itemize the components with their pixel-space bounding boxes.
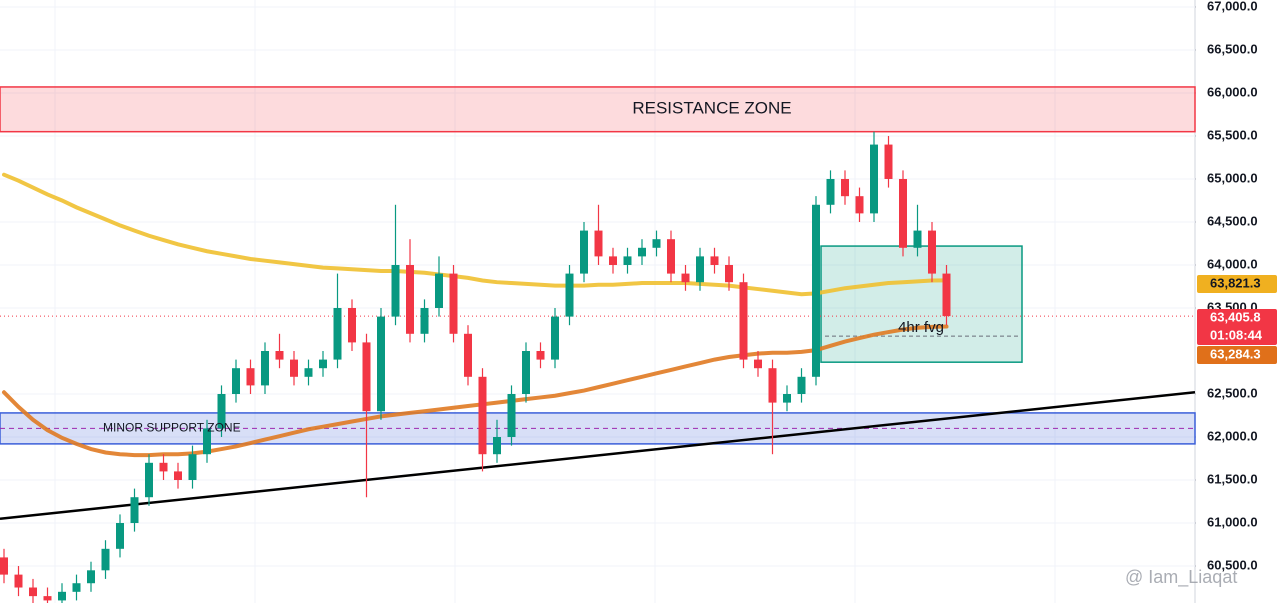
y-tick-label: 60,500.0 bbox=[1207, 557, 1258, 572]
candle-body bbox=[913, 230, 922, 248]
candle-body bbox=[899, 178, 907, 248]
candle-body bbox=[493, 437, 501, 455]
candle-body bbox=[594, 230, 603, 257]
candle-body bbox=[246, 368, 255, 386]
zone-label: 4hr fvg bbox=[898, 319, 944, 336]
price-label-box bbox=[1197, 309, 1277, 345]
y-tick-label: 62,500.0 bbox=[1207, 385, 1258, 400]
candle-body bbox=[406, 264, 414, 334]
y-tick-label: 64,000.0 bbox=[1207, 256, 1258, 271]
candle-body bbox=[536, 350, 545, 360]
candle-body bbox=[203, 428, 211, 455]
candle-body bbox=[768, 368, 777, 403]
y-tick-label: 67,000.0 bbox=[1207, 0, 1258, 13]
candle-body bbox=[391, 264, 400, 317]
candle-body bbox=[101, 548, 110, 571]
candle-body bbox=[304, 368, 313, 377]
moving-average bbox=[2, 172, 949, 297]
candle-body bbox=[942, 273, 951, 317]
y-tick-label: 65,500.0 bbox=[1207, 127, 1258, 142]
price-label-box bbox=[1197, 346, 1277, 364]
candle-body bbox=[623, 256, 632, 265]
y-tick-label: 66,000.0 bbox=[1207, 84, 1258, 99]
price-label-box bbox=[1197, 275, 1277, 293]
candle-body bbox=[783, 394, 791, 403]
zone bbox=[0, 86, 1196, 133]
candle-body bbox=[72, 583, 81, 592]
price-label: 63,405.8 bbox=[1210, 309, 1261, 324]
y-tick-label: 62,000.0 bbox=[1207, 428, 1258, 443]
y-tick-label: 64,500.0 bbox=[1207, 213, 1258, 228]
candle-body bbox=[884, 144, 893, 179]
candle-body bbox=[290, 359, 298, 377]
trendline bbox=[0, 391, 1196, 520]
y-tick-label: 61,500.0 bbox=[1207, 471, 1258, 486]
zone-label: RESISTANCE ZONE bbox=[632, 98, 791, 117]
candle-body bbox=[116, 523, 124, 549]
candle-body bbox=[319, 359, 327, 369]
candle-body bbox=[58, 591, 66, 601]
candle-body bbox=[29, 587, 37, 597]
candle-body bbox=[522, 350, 530, 395]
candle-body bbox=[580, 230, 588, 274]
candle-body bbox=[812, 204, 820, 377]
candle-body bbox=[739, 282, 748, 360]
candle-body bbox=[826, 178, 835, 205]
candle-body bbox=[435, 273, 443, 308]
candle-body bbox=[145, 462, 153, 498]
candle-body bbox=[0, 557, 8, 575]
y-tick-label: 61,000.0 bbox=[1207, 514, 1258, 529]
candle-body bbox=[130, 497, 139, 524]
candle-body bbox=[188, 454, 197, 481]
candle-body bbox=[362, 342, 371, 412]
zone bbox=[820, 245, 1023, 363]
candle-body bbox=[478, 376, 487, 455]
candle-body bbox=[855, 196, 864, 214]
moving-average bbox=[2, 324, 949, 458]
candle-body bbox=[667, 239, 675, 274]
candle-body bbox=[377, 316, 385, 412]
axis-bg bbox=[1196, 0, 1280, 603]
candle-body bbox=[174, 471, 182, 481]
candle-body bbox=[797, 376, 806, 395]
y-tick-label: 65,000.0 bbox=[1207, 170, 1258, 185]
candle-body bbox=[652, 239, 661, 248]
zone-label: MINOR SUPPORT ZONE bbox=[103, 421, 241, 435]
candle-body bbox=[464, 333, 472, 377]
candle-body bbox=[681, 273, 690, 283]
candle-body bbox=[609, 256, 617, 265]
candle-body bbox=[87, 570, 95, 584]
candle-body bbox=[232, 368, 240, 395]
watermark: @ Iam_Liaqat bbox=[1125, 567, 1237, 588]
candle-body bbox=[754, 359, 762, 369]
candle-body bbox=[14, 574, 23, 588]
candle-body bbox=[261, 350, 269, 386]
candle-body bbox=[275, 350, 284, 360]
candle-body bbox=[43, 596, 52, 601]
candle-body bbox=[507, 394, 516, 438]
candle-body bbox=[710, 256, 719, 265]
candle-body bbox=[333, 307, 342, 360]
candle-body bbox=[420, 307, 429, 334]
candle-body bbox=[159, 462, 168, 472]
countdown: 01:08:44 bbox=[1210, 327, 1263, 342]
candle-body bbox=[217, 394, 226, 429]
price-label: 63,821.3 bbox=[1210, 275, 1261, 290]
candle-body bbox=[725, 264, 733, 283]
candle-body bbox=[348, 307, 356, 343]
candle-body bbox=[449, 273, 458, 334]
candle-body bbox=[638, 247, 646, 257]
candle-body bbox=[928, 230, 936, 274]
y-tick-label: 66,500.0 bbox=[1207, 41, 1258, 56]
candle-body bbox=[696, 256, 704, 283]
candle-body bbox=[841, 178, 849, 197]
price-label: 63,284.3 bbox=[1210, 346, 1261, 361]
candle-body bbox=[565, 273, 574, 317]
candle-body bbox=[551, 316, 559, 360]
candle-body bbox=[870, 144, 878, 214]
